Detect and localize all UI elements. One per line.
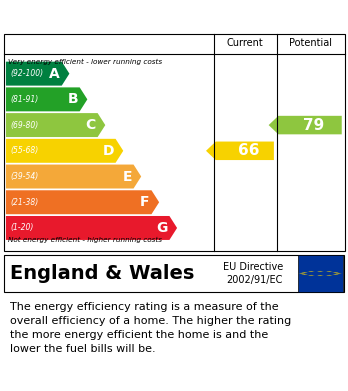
Text: Current: Current <box>227 38 264 48</box>
Polygon shape <box>332 274 340 275</box>
Polygon shape <box>325 275 333 276</box>
Text: F: F <box>140 195 150 209</box>
Polygon shape <box>301 272 308 273</box>
Polygon shape <box>301 274 308 275</box>
Polygon shape <box>307 275 315 276</box>
Polygon shape <box>6 139 123 163</box>
Text: England & Wales: England & Wales <box>10 264 195 283</box>
Bar <box>298 255 343 292</box>
Polygon shape <box>269 116 342 135</box>
Text: (39-54): (39-54) <box>10 172 38 181</box>
Polygon shape <box>6 165 141 188</box>
Text: (69-80): (69-80) <box>10 120 38 129</box>
Polygon shape <box>332 272 340 273</box>
Text: (55-68): (55-68) <box>10 146 38 155</box>
Polygon shape <box>316 271 324 272</box>
Text: Energy Efficiency Rating: Energy Efficiency Rating <box>10 7 239 25</box>
Text: C: C <box>86 118 96 132</box>
Polygon shape <box>298 273 306 274</box>
Text: Very energy efficient - lower running costs: Very energy efficient - lower running co… <box>8 59 162 65</box>
Text: (92-100): (92-100) <box>10 69 43 78</box>
Text: B: B <box>67 92 78 106</box>
Polygon shape <box>6 113 105 137</box>
Text: A: A <box>49 66 60 81</box>
Polygon shape <box>325 271 333 272</box>
Polygon shape <box>316 275 324 276</box>
Text: (21-38): (21-38) <box>10 198 38 207</box>
Polygon shape <box>334 273 342 274</box>
Polygon shape <box>6 87 87 111</box>
Polygon shape <box>206 142 274 160</box>
Polygon shape <box>307 271 315 272</box>
Text: 79: 79 <box>303 118 324 133</box>
Text: The energy efficiency rating is a measure of the
overall efficiency of a home. T: The energy efficiency rating is a measur… <box>10 302 292 354</box>
Polygon shape <box>6 190 159 214</box>
Text: Not energy efficient - higher running costs: Not energy efficient - higher running co… <box>8 237 162 243</box>
Text: (81-91): (81-91) <box>10 95 38 104</box>
Text: G: G <box>156 221 168 235</box>
Text: E: E <box>122 170 132 183</box>
Text: EU Directive
2002/91/EC: EU Directive 2002/91/EC <box>223 262 283 285</box>
Text: 66: 66 <box>238 143 259 158</box>
Text: (1-20): (1-20) <box>10 224 33 233</box>
Polygon shape <box>6 216 177 240</box>
Text: Potential: Potential <box>289 38 332 48</box>
Text: D: D <box>102 144 114 158</box>
Polygon shape <box>6 62 69 86</box>
